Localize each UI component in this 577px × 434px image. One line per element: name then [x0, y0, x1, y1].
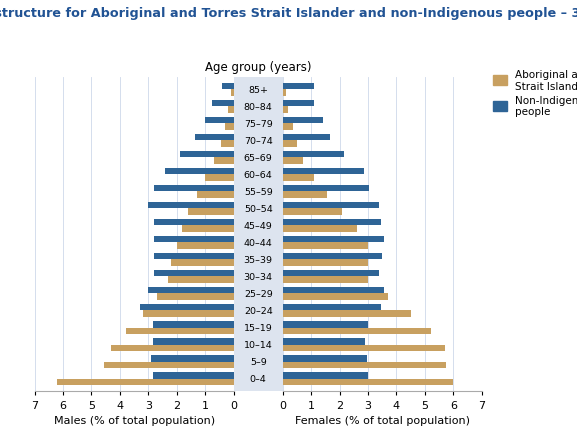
Text: Age group (years): Age group (years) [205, 61, 312, 74]
Bar [195, 135, 234, 141]
Bar [212, 101, 234, 107]
Text: 75–79: 75–79 [244, 119, 272, 128]
Text: 20–24: 20–24 [244, 306, 272, 315]
Bar [283, 379, 454, 385]
Bar [154, 220, 234, 226]
Bar [283, 294, 388, 300]
Bar [283, 124, 293, 131]
Bar [205, 175, 234, 181]
Bar [197, 192, 234, 198]
Text: 70–74: 70–74 [244, 136, 272, 145]
Bar [283, 101, 314, 107]
Bar [283, 270, 380, 277]
Bar [157, 294, 234, 300]
Bar [283, 311, 411, 317]
Text: 35–39: 35–39 [243, 255, 273, 264]
Bar [104, 362, 234, 368]
Bar [148, 287, 234, 294]
Bar [283, 304, 381, 311]
Bar [151, 355, 234, 362]
Bar [283, 141, 297, 148]
Bar [205, 118, 234, 124]
Text: 25–29: 25–29 [244, 289, 272, 298]
Bar [283, 372, 368, 379]
Bar [283, 321, 368, 328]
Bar [148, 202, 234, 209]
Bar [177, 243, 234, 249]
Bar [154, 253, 234, 260]
Text: Population structure for Aboriginal and Torres Strait Islander and non-Indigenou: Population structure for Aboriginal and … [0, 7, 577, 20]
Text: 40–44: 40–44 [244, 238, 272, 247]
Text: 85+: 85+ [248, 85, 268, 95]
Bar [283, 135, 329, 141]
Bar [283, 287, 384, 294]
Bar [283, 209, 342, 215]
Bar [283, 84, 314, 90]
Text: 65–69: 65–69 [244, 154, 272, 162]
Bar [283, 175, 314, 181]
Bar [168, 277, 234, 283]
Text: 15–19: 15–19 [244, 323, 272, 332]
Bar [57, 379, 234, 385]
Bar [228, 107, 234, 113]
Bar [283, 107, 288, 113]
Bar [283, 168, 364, 175]
Bar [283, 118, 323, 124]
Bar [188, 209, 234, 215]
Bar [154, 237, 234, 243]
Bar [283, 355, 366, 362]
Text: 45–49: 45–49 [244, 221, 272, 230]
Bar [231, 90, 234, 96]
Bar [283, 202, 380, 209]
Bar [283, 158, 302, 164]
Bar [283, 338, 365, 345]
Bar [225, 124, 234, 131]
Bar [283, 362, 446, 368]
Text: 50–54: 50–54 [244, 204, 272, 214]
Text: 55–59: 55–59 [244, 187, 272, 197]
Bar [182, 226, 234, 232]
Bar [154, 270, 234, 277]
Text: 5–9: 5–9 [250, 357, 267, 366]
Bar [283, 243, 368, 249]
Bar [283, 277, 368, 283]
Bar [213, 158, 234, 164]
Text: 30–34: 30–34 [243, 272, 273, 281]
Bar [283, 185, 369, 192]
Legend: Aboriginal and Torres
Strait Islander peoples, Non-Indigenous
people: Aboriginal and Torres Strait Islander pe… [491, 68, 577, 119]
Bar [153, 321, 234, 328]
Bar [153, 372, 234, 379]
Bar [221, 141, 234, 148]
Bar [283, 226, 357, 232]
Text: 80–84: 80–84 [244, 102, 272, 112]
X-axis label: Females (% of total population): Females (% of total population) [295, 415, 470, 425]
Bar [283, 345, 445, 351]
Bar [283, 90, 286, 96]
X-axis label: Males (% of total population): Males (% of total population) [54, 415, 215, 425]
Bar [283, 151, 344, 158]
Bar [153, 338, 234, 345]
Bar [283, 192, 327, 198]
Text: 60–64: 60–64 [244, 171, 272, 179]
Bar [171, 260, 234, 266]
Bar [154, 185, 234, 192]
Bar [222, 84, 234, 90]
Bar [283, 253, 382, 260]
Bar [166, 168, 234, 175]
Bar [179, 151, 234, 158]
Bar [283, 328, 430, 334]
Text: 0–4: 0–4 [250, 374, 267, 383]
Bar [126, 328, 234, 334]
Bar [111, 345, 234, 351]
Bar [283, 237, 384, 243]
Bar [283, 260, 368, 266]
Text: 10–14: 10–14 [244, 340, 272, 349]
Bar [283, 220, 381, 226]
Bar [140, 304, 234, 311]
Bar [143, 311, 234, 317]
